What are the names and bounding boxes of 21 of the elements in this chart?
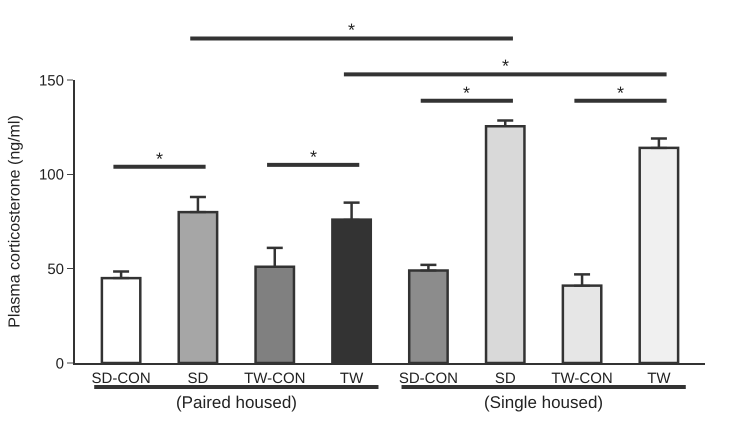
x-tick-label: TW (647, 370, 672, 387)
annotation: * (617, 83, 624, 103)
y-tick-label: 0 (56, 355, 64, 372)
y-tick-label: 100 (38, 166, 64, 184)
annotation: * (463, 83, 470, 103)
text: * (502, 56, 510, 76)
x-tick-label: SD-CON (398, 370, 458, 387)
annotation: * (156, 149, 164, 169)
x-tick-label: TW-CON (551, 370, 613, 387)
x-tick-label: TW (340, 370, 364, 387)
text: (Single housed) (484, 393, 604, 412)
annotation: * (310, 147, 318, 167)
y-axis-title: Plasma corticosterone (ng/ml) (6, 115, 24, 328)
x-tick-label: SD-CON (92, 370, 151, 387)
y-tick-label: 50 (47, 260, 64, 278)
text: (Paired housed) (176, 393, 297, 412)
x-tick-label: TW-CON (244, 370, 306, 387)
y-tick-label: 150 (38, 72, 64, 90)
text: * (348, 20, 356, 40)
x-tick-label: SD (494, 370, 516, 387)
x-tick-label: SD (188, 370, 209, 387)
